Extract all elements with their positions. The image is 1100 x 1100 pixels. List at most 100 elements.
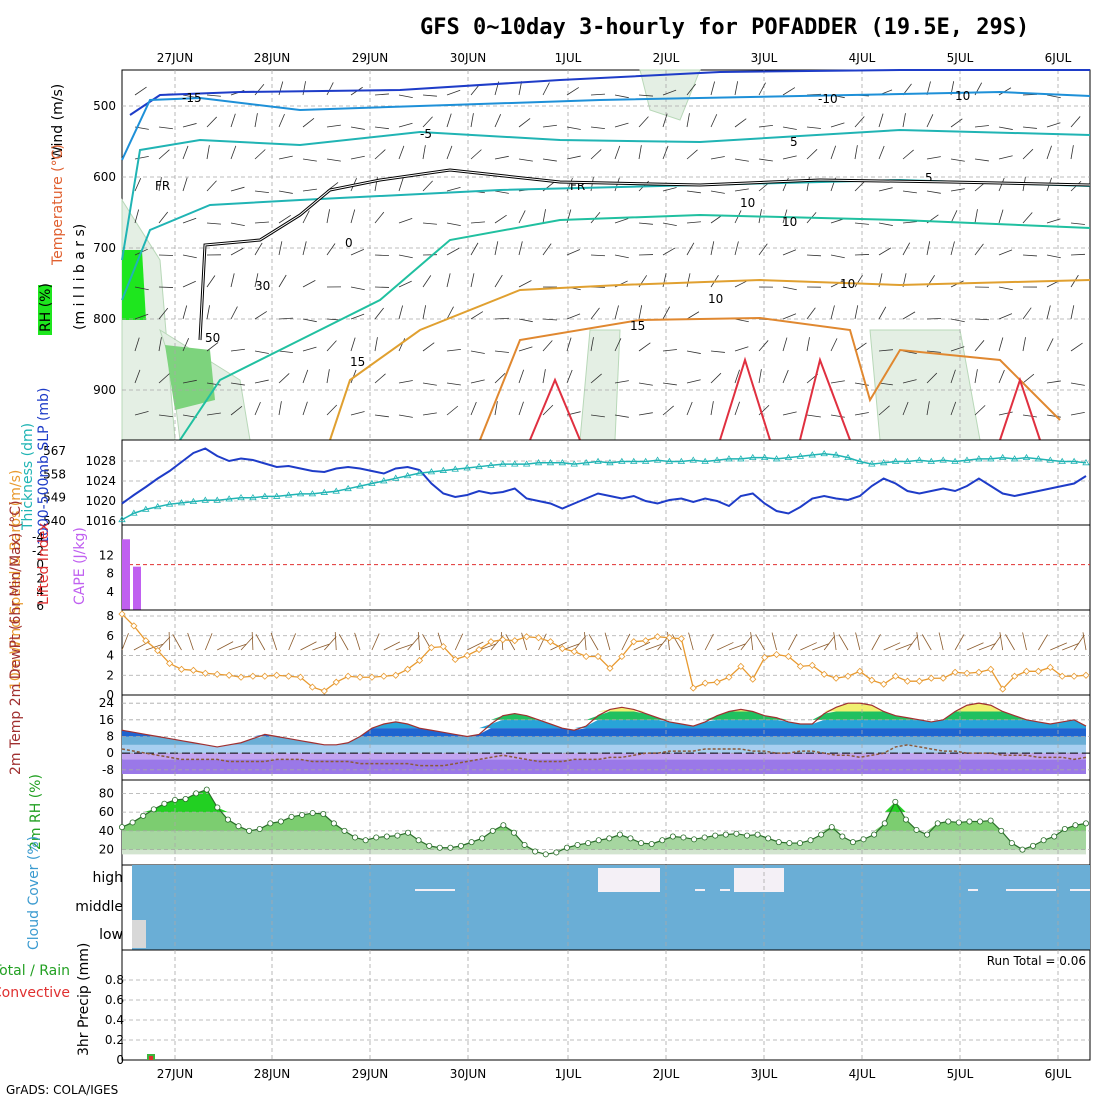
wind-barb [974, 369, 978, 384]
precip-axis-label: 3hr Precip (mm) [76, 943, 92, 1056]
thickness-point [534, 459, 543, 466]
surface-wind-barb [288, 633, 297, 651]
thickness-point [891, 457, 900, 464]
thickness-point [963, 456, 971, 463]
thickness-point [630, 457, 638, 464]
pressure-axis-label: (m i l l i b a r s) [72, 224, 88, 330]
wind-speed-point [249, 672, 257, 680]
wind-barb [206, 342, 219, 352]
wind-barb [662, 222, 677, 226]
wind-barb [446, 222, 461, 227]
wind-barb [950, 318, 965, 323]
wind-barb [710, 81, 715, 96]
wind-barb [998, 369, 1005, 384]
rh-point [945, 818, 952, 825]
thickness-point [582, 459, 590, 466]
surface-wind-barb [395, 643, 413, 651]
surface-wind-barb [855, 632, 861, 651]
cloud-streak-3 [968, 889, 978, 891]
rh-point [733, 830, 740, 837]
wind-barb [854, 222, 869, 225]
temperature-axis-label: Temperature (°C) [50, 144, 66, 266]
wind-barb [518, 369, 525, 384]
thickness-point [130, 509, 138, 516]
rh-point [775, 839, 782, 846]
wind-barb [998, 313, 1013, 320]
surface-wind-barb [667, 632, 670, 651]
wind-barb [974, 318, 990, 321]
rh-point [722, 831, 729, 838]
wind-barb [254, 242, 263, 256]
slp-tick-label: 1024 [85, 474, 116, 488]
wind-barb [302, 401, 308, 416]
wind-barb [1070, 411, 1085, 416]
wind-barb [854, 116, 865, 128]
thickness-point [879, 459, 888, 466]
wind-speed-point [189, 666, 197, 674]
thickness-point [392, 474, 400, 481]
surface-wind-barb [1082, 632, 1087, 651]
surface-wind-barb [334, 632, 337, 651]
cape-tick-label: 8 [106, 567, 114, 581]
wind-speed-point [749, 675, 757, 683]
date-label-bottom: 3JUL [751, 1067, 778, 1081]
wind-speed-point [534, 634, 543, 642]
wind-barb [326, 158, 341, 162]
wind-barb [662, 247, 676, 256]
rh-point [1083, 820, 1090, 827]
warm-contour-3 [999, 376, 1041, 441]
thickness-point [1022, 453, 1031, 461]
rh-point [648, 841, 655, 848]
wind-barb [230, 113, 236, 128]
wind-barb [302, 346, 317, 352]
thickness-point [463, 464, 471, 471]
surface-wind-barb [812, 643, 830, 651]
temp-tick-label: 16 [99, 713, 114, 727]
wind-barb [830, 338, 838, 352]
thickness-point [153, 502, 162, 510]
surface-wind-barb [1050, 642, 1068, 651]
page-title-group: GFS 0~10day 3-hourly for POFADDER (19.5E… [420, 15, 1029, 40]
wind-barb [782, 249, 797, 256]
convective-legend-label: Convective [0, 985, 70, 1001]
wind-speed-point [820, 670, 828, 678]
date-label-bottom: 5JUL [947, 1067, 974, 1081]
thickness-point [165, 500, 174, 507]
temperature-line [121, 702, 1087, 748]
wind-barb [230, 382, 245, 386]
wind-barb [926, 190, 941, 194]
wind-speed-point [701, 679, 709, 687]
rh-ylabels: 2m RH (%) [28, 774, 44, 850]
rh-point [129, 819, 136, 826]
wind-barb [974, 209, 978, 224]
wind-barb [158, 177, 162, 192]
wind-barb [398, 380, 413, 384]
low-cloud-patch [132, 920, 146, 948]
thickness-point [273, 492, 281, 499]
surface-wind-barb [916, 632, 920, 651]
wind-barb [494, 401, 498, 416]
wind-speed-point [546, 638, 555, 646]
temp-ylabels: 2m Temp 2m DewPt (6hr Min/Max) (°C) [8, 500, 24, 775]
date-label-top: 1JUL [555, 51, 582, 65]
wind-barb [1046, 145, 1052, 160]
wind-barb [902, 221, 917, 224]
rh-point [902, 816, 909, 823]
wind-speed-point [773, 650, 781, 659]
wind-barb [662, 273, 667, 288]
rh-high-shade [165, 345, 215, 410]
wind-barb [350, 313, 365, 320]
rh-point [542, 851, 549, 858]
wind-barb [206, 222, 221, 225]
wind-barb [518, 118, 531, 128]
thickness-point [475, 462, 483, 470]
rh-shade-4 [579, 329, 621, 441]
wind-speed-point [844, 672, 852, 680]
wind-barb [470, 221, 485, 224]
wind-speed-point [784, 652, 793, 661]
temperature-contour-label: -10 [818, 92, 838, 106]
surface-wind-barb [324, 636, 337, 651]
rh-point [373, 834, 380, 841]
precip-tick-label: 0.6 [105, 993, 124, 1007]
wind-speed-point [594, 652, 602, 661]
